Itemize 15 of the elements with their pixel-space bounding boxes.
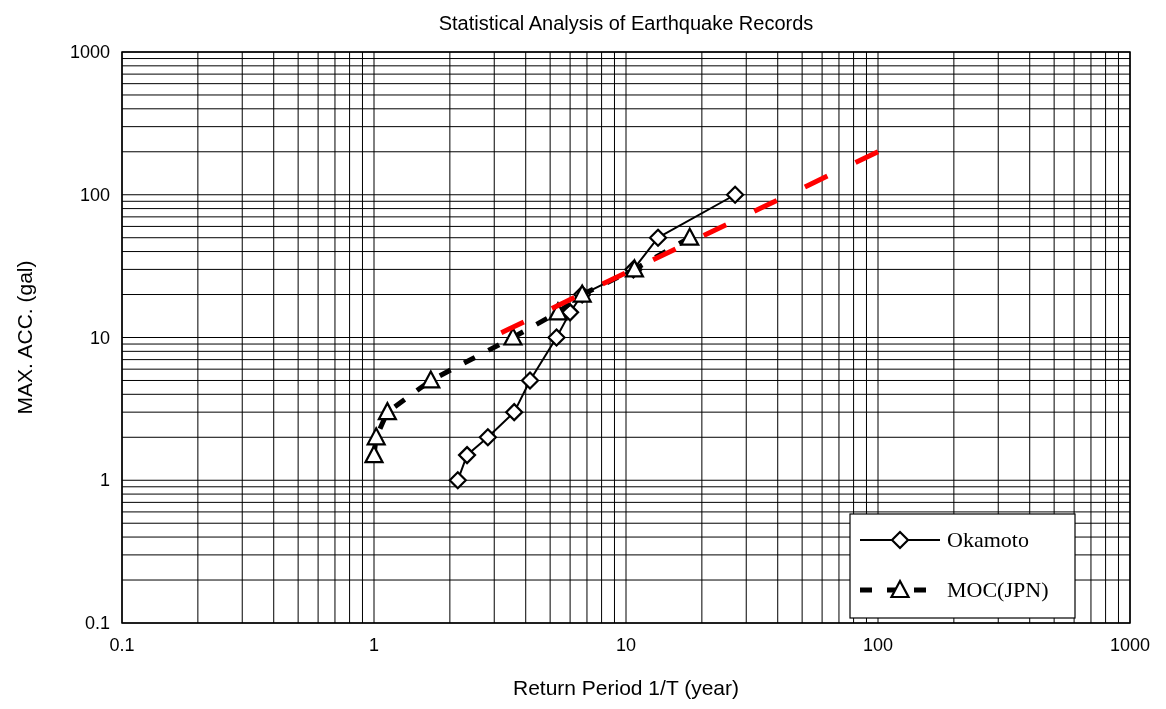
x-axis-title: Return Period 1/T (year) <box>512 676 740 699</box>
y-tick-label: 10 <box>89 327 110 348</box>
legend-label: Okamoto <box>947 527 1029 552</box>
legend-label: MOC(JPN) <box>947 577 1049 602</box>
x-tick-label: 1 <box>368 635 380 655</box>
y-tick-label: 100 <box>79 184 110 205</box>
y-axis-title: MAX. ACC. (gal) <box>13 260 36 415</box>
y-tick-label: 1 <box>99 470 110 491</box>
x-tick-label: 1000 <box>1109 635 1151 655</box>
x-tick-label: 0.1 <box>109 635 135 655</box>
y-tick-label: 1000 <box>69 42 110 62</box>
y-tick-label: 0.1 <box>84 613 110 633</box>
x-tick-label: 10 <box>615 635 637 655</box>
x-tick-label: 100 <box>862 635 894 655</box>
chart-title: Statistical Analysis of Earthquake Records <box>438 12 814 34</box>
